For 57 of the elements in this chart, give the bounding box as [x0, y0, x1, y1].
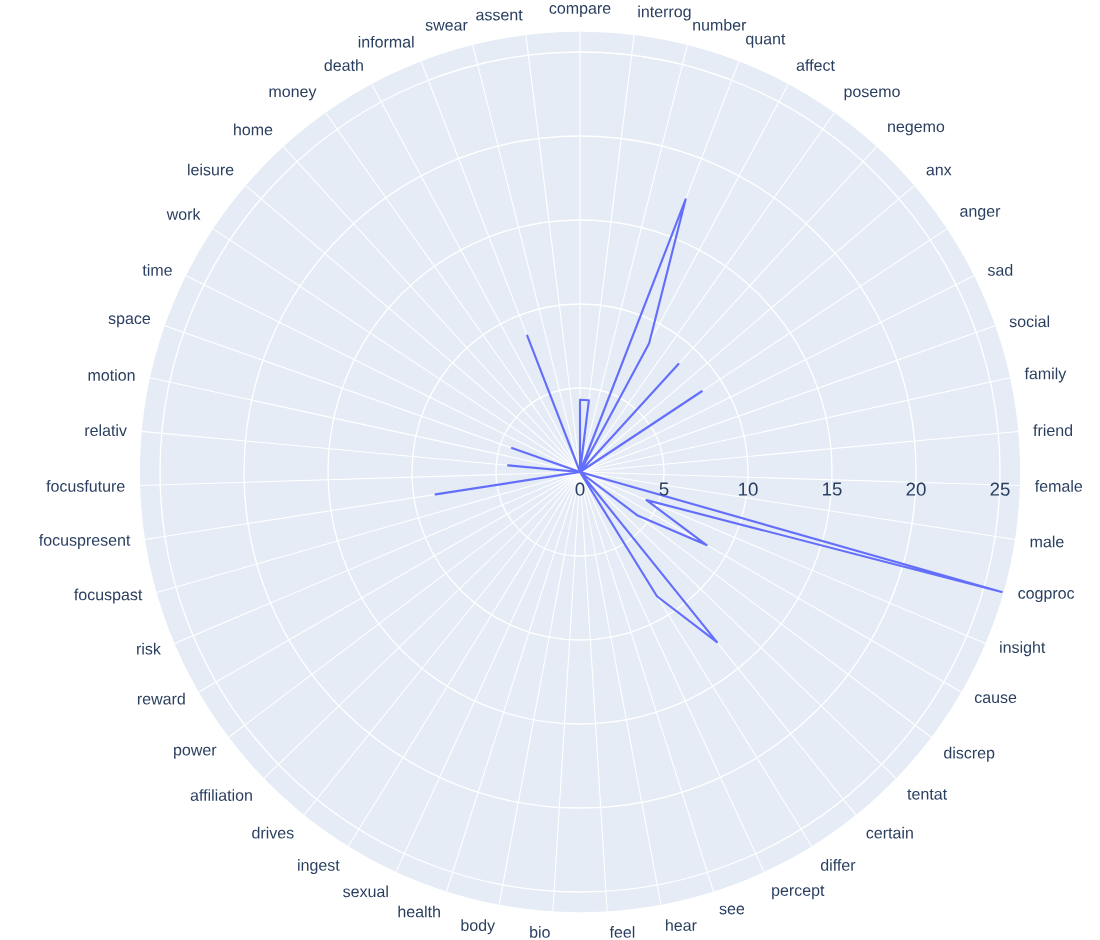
- spoke-label: affect: [796, 59, 835, 71]
- spoke-label: ingest: [298, 859, 340, 874]
- spoke-label: quant: [746, 33, 786, 48]
- spoke-label: discrep: [944, 746, 995, 762]
- spoke-label: interrog: [638, 5, 691, 21]
- spoke-label: friend: [1033, 424, 1073, 437]
- spoke-label: sexual: [343, 885, 388, 898]
- spoke-label: money: [269, 88, 317, 101]
- y-tick-label: 0: [575, 482, 585, 496]
- spoke-label: affiliation: [190, 789, 252, 801]
- spoke-label: posemo: [844, 88, 900, 101]
- spoke-label: leisure: [188, 163, 234, 176]
- spoke-label: health: [398, 905, 440, 918]
- spoke-label: cogproc: [1018, 590, 1075, 603]
- spoke-label: assent: [476, 9, 523, 21]
- spoke-label: male: [1030, 535, 1064, 548]
- spoke-label: sad: [987, 264, 1013, 276]
- spoke-label: bio: [530, 926, 550, 938]
- spoke-label: see: [719, 905, 745, 915]
- spoke-label: female: [1034, 480, 1083, 492]
- spoke-label: anx: [926, 166, 952, 176]
- spoke-label: number: [693, 18, 747, 31]
- y-tick-label: 25: [990, 482, 1010, 496]
- spoke-label: power: [174, 746, 217, 759]
- spoke-label: cause: [974, 694, 1017, 704]
- spoke-label: space: [108, 315, 151, 328]
- spoke-label: insight: [1000, 641, 1046, 657]
- spoke-label: social: [1009, 315, 1050, 328]
- spoke-label: focusfuture: [46, 480, 125, 492]
- spoke-label: anger: [960, 208, 1001, 220]
- spoke-label: time: [142, 264, 172, 276]
- spoke-label: negemo: [888, 123, 945, 136]
- y-tick-label: 15: [823, 482, 842, 496]
- y-tick-label: 20: [906, 482, 926, 496]
- spoke-label: compare: [549, 5, 611, 18]
- spoke-label: death: [324, 59, 363, 71]
- spoke-label: focuspast: [74, 588, 143, 604]
- spoke-label: home: [234, 123, 273, 136]
- spoke-label: reward: [137, 692, 185, 705]
- y-tick-label: 5: [659, 482, 669, 496]
- spoke-label: hear: [666, 919, 697, 931]
- spoke-label: swear: [425, 21, 468, 31]
- spoke-label: motion: [88, 369, 135, 381]
- spoke-label: work: [166, 208, 201, 220]
- spoke-label: feel: [609, 926, 635, 938]
- spoke-label: certain: [866, 826, 913, 839]
- spoke-label: tentat: [907, 789, 947, 800]
- spoke-label: informal: [358, 35, 414, 48]
- spoke-label: risk: [137, 642, 161, 655]
- spoke-label: focuspresent: [39, 534, 131, 549]
- spoke-label: relativ: [85, 424, 127, 437]
- spoke-label: family: [1024, 367, 1067, 383]
- spoke-label: drives: [252, 826, 294, 839]
- spoke-label: body: [461, 919, 496, 935]
- spoke-label: differ: [820, 859, 856, 871]
- y-tick-label: 10: [739, 482, 758, 496]
- spoke-label: percept: [772, 885, 825, 900]
